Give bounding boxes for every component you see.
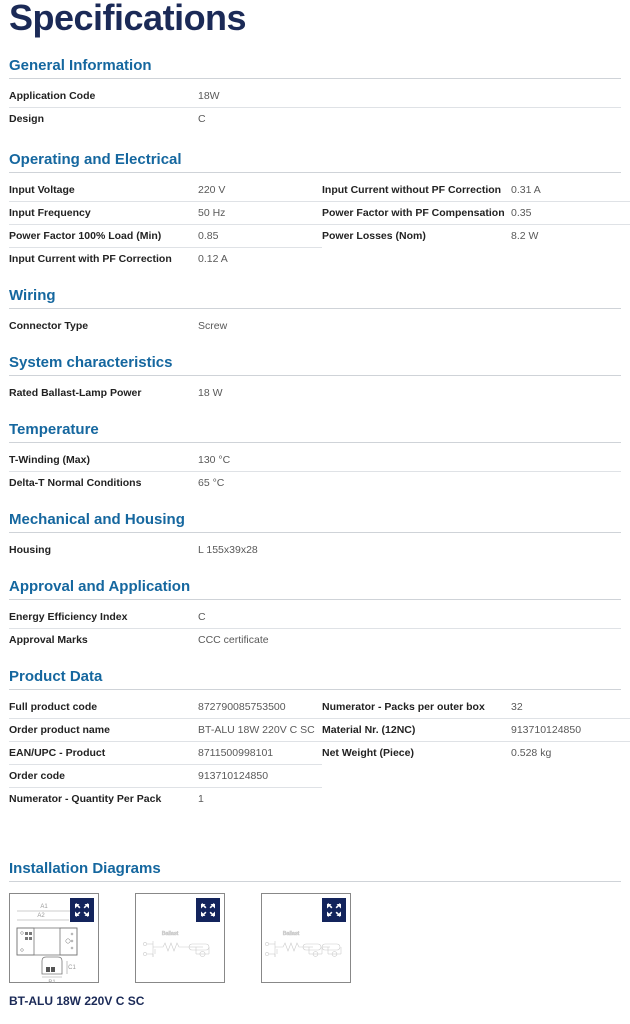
svg-text:Ballast: Ballast (283, 931, 300, 937)
svg-text:Ballast: Ballast (162, 931, 179, 937)
svg-text:C1: C1 (68, 965, 76, 971)
svg-text:B1: B1 (48, 980, 56, 983)
svg-text:A2: A2 (37, 913, 45, 919)
svg-text:A1: A1 (40, 904, 48, 910)
